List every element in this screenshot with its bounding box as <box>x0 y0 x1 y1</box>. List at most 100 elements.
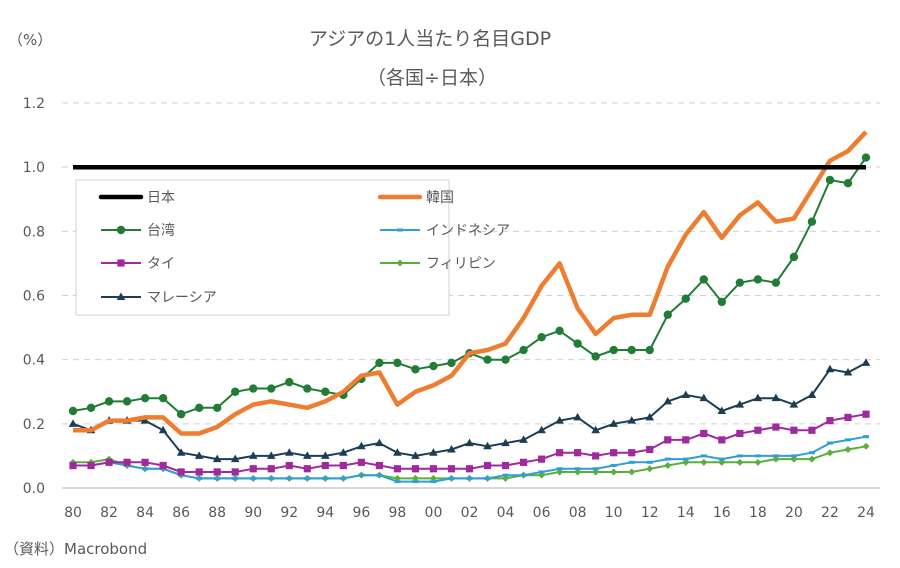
data-point <box>681 294 690 303</box>
data-point <box>754 454 761 458</box>
data-point <box>322 476 329 480</box>
data-point <box>754 426 762 434</box>
data-point <box>808 455 816 463</box>
legend-item: 韓国 <box>377 190 454 206</box>
series-line <box>73 445 867 480</box>
data-point <box>825 364 835 373</box>
data-point <box>122 397 132 406</box>
series-line <box>73 130 868 436</box>
data-point <box>591 352 600 361</box>
data-point <box>249 465 257 473</box>
data-point <box>429 465 438 473</box>
data-point <box>141 458 149 466</box>
legend-label: 韓国 <box>426 190 454 206</box>
data-point <box>321 461 329 470</box>
x-tick-label: 00 <box>425 505 443 521</box>
x-tick-label: 94 <box>316 505 334 521</box>
data-point <box>609 345 618 355</box>
data-point <box>212 403 222 412</box>
data-point <box>645 345 654 355</box>
data-point <box>393 358 402 368</box>
data-point <box>753 393 763 402</box>
data-point <box>194 451 204 459</box>
chart-subtitle: （各国÷日本） <box>367 67 497 89</box>
data-point <box>267 384 276 393</box>
data-point <box>303 384 312 393</box>
data-point <box>808 426 816 434</box>
data-point <box>790 454 797 458</box>
data-point <box>735 278 745 287</box>
data-point <box>501 355 510 364</box>
x-tick-label: 04 <box>497 505 515 521</box>
data-point <box>573 412 582 421</box>
data-point <box>230 454 240 463</box>
x-tick-label: 20 <box>785 505 803 521</box>
x-tick-label: 24 <box>857 505 875 521</box>
data-point <box>195 468 203 476</box>
legend-marker <box>116 225 126 235</box>
y-tick-label: 0.0 <box>23 481 45 497</box>
data-point <box>862 410 870 418</box>
data-point <box>501 461 510 470</box>
data-point <box>574 449 582 457</box>
data-point <box>87 461 95 470</box>
x-tick-label: 82 <box>100 505 118 521</box>
data-point <box>104 397 114 406</box>
data-point <box>537 455 546 463</box>
data-point <box>212 454 222 463</box>
data-point <box>789 400 799 408</box>
x-tick-label: 16 <box>713 505 731 521</box>
data-point <box>735 400 745 408</box>
data-point <box>268 476 275 480</box>
legend-item: 台湾 <box>101 222 175 239</box>
data-point <box>321 451 330 459</box>
x-tick-label: 84 <box>136 505 154 521</box>
data-point <box>843 368 853 376</box>
x-tick-label: 10 <box>605 505 623 521</box>
data-point <box>304 476 311 480</box>
legend-item: タイ <box>101 256 175 272</box>
data-point <box>68 406 78 416</box>
data-point <box>538 470 545 474</box>
x-tick-label: 90 <box>244 505 262 521</box>
data-point <box>176 410 186 419</box>
data-point <box>176 448 186 456</box>
data-point <box>285 461 293 470</box>
data-point <box>266 451 276 459</box>
data-point <box>664 436 672 444</box>
data-point <box>736 458 744 466</box>
data-point <box>231 387 240 396</box>
legend-item: 日本 <box>98 190 175 206</box>
data-point <box>411 365 420 374</box>
source-note: （資料）Macrobond <box>4 540 147 558</box>
data-point <box>664 457 671 461</box>
data-point <box>789 252 799 262</box>
data-point <box>844 413 852 422</box>
data-point <box>302 451 312 459</box>
legend-item: マレーシア <box>101 290 217 306</box>
legend-marker <box>396 259 404 267</box>
data-point <box>519 458 528 466</box>
data-point <box>69 461 77 470</box>
data-point <box>465 465 474 473</box>
data-point <box>592 452 600 460</box>
legend-marker <box>397 228 403 232</box>
y-tick-label: 1.2 <box>23 96 45 112</box>
data-point <box>681 390 691 398</box>
data-point <box>753 275 763 284</box>
data-point <box>591 425 600 434</box>
data-point <box>357 458 365 466</box>
data-point <box>628 460 635 464</box>
x-tick-label: 80 <box>64 505 82 521</box>
data-point <box>303 465 311 473</box>
data-point <box>250 476 257 480</box>
data-point <box>646 445 654 454</box>
data-point <box>555 416 564 424</box>
data-point <box>682 436 690 444</box>
data-point <box>717 406 727 414</box>
legend-label: タイ <box>147 256 175 272</box>
data-point <box>447 358 456 368</box>
y-axis-ticks: 0.0 0.2 0.4 0.6 0.8 1.0 1.2 <box>23 96 45 497</box>
